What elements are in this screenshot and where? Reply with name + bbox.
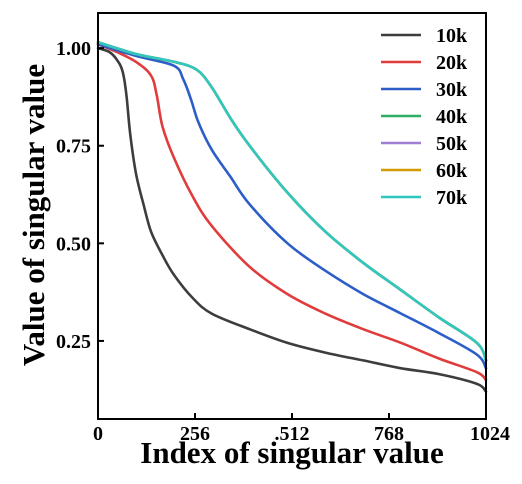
x-tick-label: .512 [275, 423, 310, 445]
legend: 10k 20k 30k 40k 50k 60k 70k [381, 25, 468, 209]
series-line-30k [96, 42, 488, 370]
series-line-70k [96, 41, 488, 362]
series-line-10k [96, 46, 488, 393]
x-tick-label: 1024 [470, 423, 510, 445]
legend-label-20k: 20k [436, 52, 468, 74]
x-axis-title: Index of singular value [140, 435, 443, 470]
plot-frame [97, 12, 487, 420]
x-tick-label: 0 [93, 423, 103, 445]
legend-label-60k: 60k [436, 160, 468, 182]
x-tick-label: 256 [180, 423, 210, 445]
y-tick-label: 1.00 [56, 38, 91, 60]
legend-label-40k: 40k [436, 106, 468, 128]
series-line-20k [96, 42, 488, 382]
y-tick-label: 0.75 [56, 136, 91, 158]
y-tick-label: 0.25 [56, 331, 91, 353]
legend-label-30k: 30k [436, 79, 468, 101]
legend-label-70k: 70k [436, 187, 468, 209]
x-tick-label: 768 [374, 423, 404, 445]
y-tick-label: 0.50 [56, 233, 91, 255]
series-layer [96, 41, 488, 393]
tick-layer: 0 256 .512 768 1024 0.25 0.50 0.75 1.00 [56, 38, 510, 445]
legend-label-10k: 10k [436, 25, 468, 47]
legend-label-50k: 50k [436, 133, 468, 155]
y-axis-title: Value of singular value [16, 64, 51, 366]
